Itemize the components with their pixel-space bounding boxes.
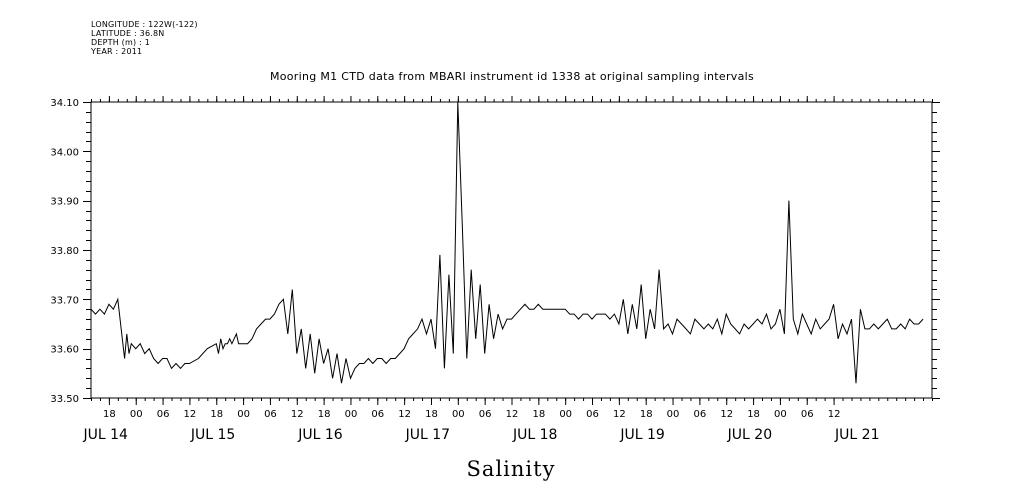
x-tick-label: 06: [801, 409, 814, 420]
y-tick-label: 33.60: [50, 345, 79, 356]
y-tick-label: 33.80: [50, 246, 79, 257]
x-tick-label: 06: [694, 409, 707, 420]
x-tick-label: 06: [586, 409, 599, 420]
y-tick-label: 33.70: [50, 295, 79, 306]
longitude-label: LONGITUDE : 122W(-122): [91, 20, 198, 29]
chart-title: Mooring M1 CTD data from MBARI instrumen…: [270, 70, 754, 83]
y-tick-label: 33.90: [50, 197, 79, 208]
x-tick-label: 00: [559, 409, 572, 420]
x-tick-label: 06: [371, 409, 384, 420]
x-tick-label: 18: [318, 409, 331, 420]
x-day-label: JUL 19: [619, 427, 664, 443]
salinity-series-line: [90, 101, 924, 384]
x-tick-label: 00: [345, 409, 358, 420]
x-day-label: JUL 14: [83, 427, 129, 443]
y-tick-label: 34.10: [50, 98, 79, 109]
depth-label: DEPTH (m) : 1: [91, 38, 150, 47]
metadata-block: LONGITUDE : 122W(-122) LATITUDE : 36.8N …: [91, 20, 198, 56]
x-tick-label: 06: [157, 409, 170, 420]
x-day-label: JUL 17: [405, 427, 450, 443]
y-tick-label: 33.50: [50, 394, 79, 405]
x-tick-label: 18: [640, 409, 653, 420]
x-tick-label: 18: [210, 409, 223, 420]
x-tick-label: 00: [774, 409, 787, 420]
x-day-label: JUL 15: [190, 427, 235, 443]
series-group: [90, 101, 924, 384]
axes: 18 00 06 12 18 00 06 12 18 00 06 12 18 00 06 12 18 00 06 12…: [50, 96, 940, 443]
x-tick-label: 00: [667, 409, 680, 420]
x-tick-label: 18: [425, 409, 438, 420]
x-tick-label: 18: [103, 409, 116, 420]
x-day-label: JUL 21: [834, 427, 879, 443]
x-tick-label: 12: [398, 409, 411, 420]
x-tick-label: 06: [479, 409, 492, 420]
x-day-label: JUL 16: [297, 427, 343, 443]
x-tick-label: 12: [291, 409, 304, 420]
x-tick-label: 06: [264, 409, 277, 420]
y-tick-label: 34.00: [50, 147, 79, 158]
x-tick-label: 00: [130, 409, 143, 420]
plot-frame: [90, 101, 933, 399]
x-tick-label: 18: [532, 409, 545, 420]
x-tick-label: 12: [828, 409, 841, 420]
x-tick-label: 12: [720, 409, 733, 420]
x-tick-label: 00: [237, 409, 250, 420]
x-tick-label: 12: [613, 409, 626, 420]
x-tick-label: 12: [506, 409, 519, 420]
year-label: YEAR : 2011: [91, 47, 143, 56]
x-day-label: JUL 20: [727, 427, 772, 443]
latitude-label: LATITUDE : 36.8N: [91, 29, 165, 38]
x-day-label: JUL 18: [512, 427, 557, 443]
x-tick-label: 18: [747, 409, 760, 420]
x-tick-label: 00: [452, 409, 465, 420]
x-tick-label: 12: [184, 409, 197, 420]
chart-caption: Salinity: [467, 457, 556, 481]
